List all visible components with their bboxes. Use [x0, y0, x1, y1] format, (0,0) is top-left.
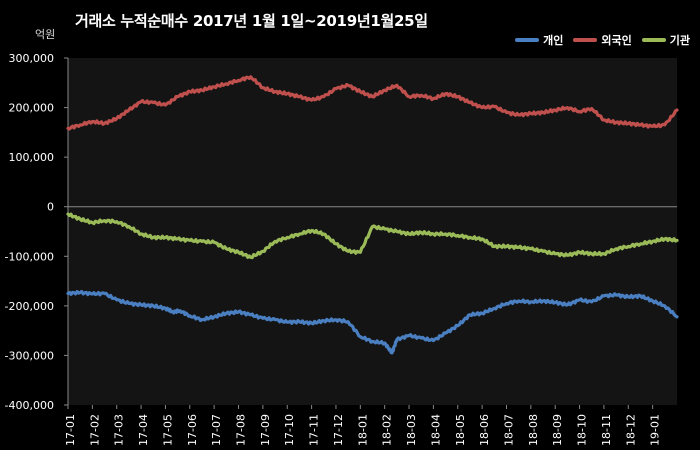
- x-tick-label: 17-10: [283, 414, 296, 446]
- x-tick-label: 17-01: [64, 414, 77, 446]
- legend-item-1: 개인: [515, 32, 563, 48]
- legend-swatch: [515, 38, 540, 42]
- legend: 개인 외국인 기관: [515, 32, 690, 48]
- x-tick-label: 18-01: [356, 414, 369, 446]
- legend-label: 외국인: [601, 34, 632, 47]
- x-tick-label: 18-09: [551, 414, 564, 446]
- legend-swatch: [573, 38, 598, 42]
- y-tick-label: 200,000: [9, 102, 55, 115]
- y-tick-label: 300,000: [9, 52, 55, 65]
- x-tick-label: 17-04: [137, 414, 150, 446]
- x-tick-label: 18-04: [429, 414, 442, 446]
- y-tick-label: 100,000: [9, 151, 55, 164]
- x-tick-label: 18-08: [527, 414, 540, 446]
- series-line-2: [66, 75, 679, 131]
- x-tick-label: 18-02: [381, 414, 394, 446]
- x-tick-label: 17-12: [332, 414, 345, 446]
- y-tick-label: -300,000: [5, 349, 54, 362]
- y-axis-unit: 억원: [35, 28, 56, 41]
- x-tick-label: 18-12: [624, 414, 637, 446]
- x-tick-label: 17-09: [259, 414, 272, 446]
- x-tick-label: 17-06: [186, 414, 199, 446]
- x-tick-label: 18-11: [600, 414, 613, 446]
- x-tick-label: 17-11: [308, 414, 321, 446]
- legend-item-3: 기관: [641, 32, 690, 48]
- y-tick-label: -200,000: [5, 300, 54, 313]
- x-tick-label: 18-06: [478, 414, 491, 446]
- x-tick-label: 17-05: [161, 414, 174, 446]
- chart-title: 거래소 누적순매수 2017년 1월 1일~2019년1월25일: [75, 12, 428, 30]
- y-tick-label: 0: [47, 201, 54, 214]
- legend-label: 개인: [543, 34, 564, 47]
- legend-swatch: [641, 38, 666, 42]
- series-line-3: [66, 212, 679, 260]
- x-tick-label: 19-01: [649, 414, 662, 446]
- series-line-1: [66, 289, 679, 355]
- plot-background: [68, 58, 677, 405]
- legend-item-2: 외국인: [573, 32, 632, 48]
- x-tick-label: 17-03: [113, 414, 126, 446]
- x-tick-label: 18-05: [454, 414, 467, 446]
- x-tick-label: 18-03: [405, 414, 418, 446]
- y-tick-label: -100,000: [5, 250, 54, 263]
- x-tick-label: 17-02: [88, 414, 101, 446]
- x-tick-label: 17-08: [235, 414, 248, 446]
- y-tick-label: -400,000: [5, 399, 54, 412]
- x-tick-label: 18-10: [576, 414, 589, 446]
- x-tick-label: 17-07: [210, 414, 223, 446]
- legend-label: 기관: [669, 34, 690, 47]
- x-tick-label: 18-07: [502, 414, 515, 446]
